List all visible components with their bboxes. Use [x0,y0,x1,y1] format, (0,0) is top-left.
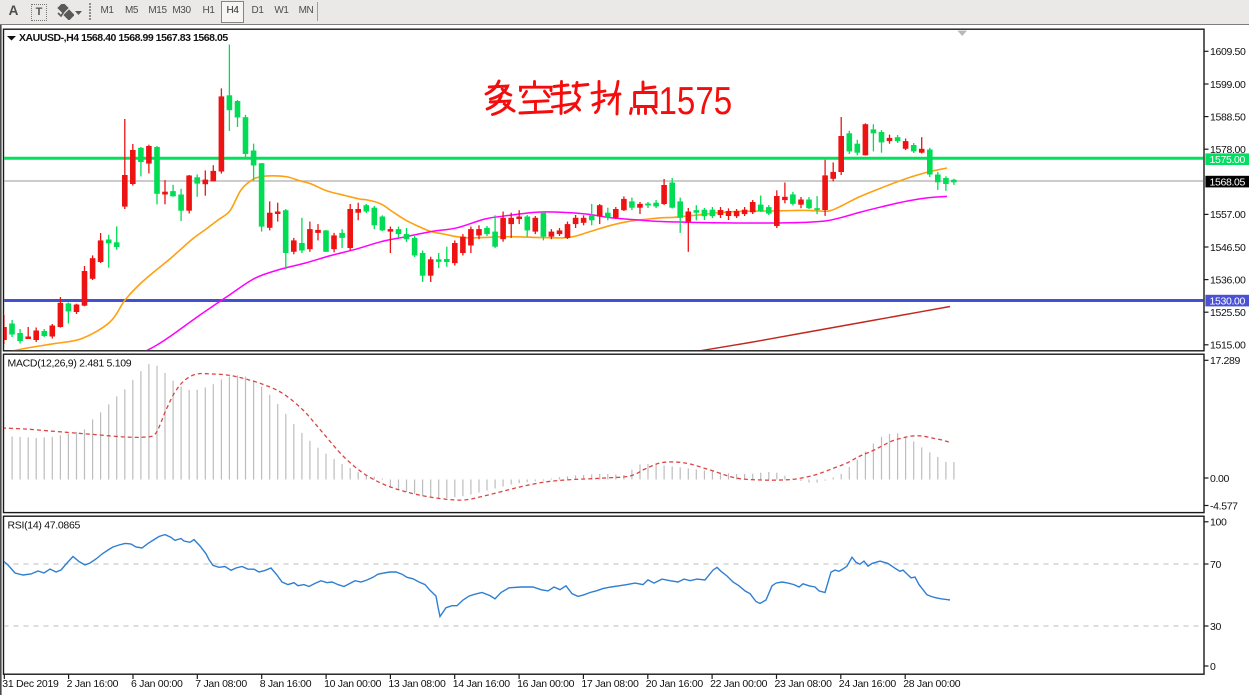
svg-text:1588.50: 1588.50 [1210,111,1246,123]
svg-text:0: 0 [1210,661,1216,673]
svg-text:14 Jan 16:00: 14 Jan 16:00 [453,678,511,690]
svg-text:2 Jan 16:00: 2 Jan 16:00 [67,678,119,690]
svg-text:6 Jan 00:00: 6 Jan 00:00 [131,678,183,690]
svg-text:23 Jan 08:00: 23 Jan 08:00 [775,678,833,690]
svg-text:1578.00: 1578.00 [1210,144,1246,156]
svg-text:20 Jan 16:00: 20 Jan 16:00 [646,678,704,690]
svg-text:17 Jan 08:00: 17 Jan 08:00 [581,678,639,690]
svg-text:8 Jan 16:00: 8 Jan 16:00 [260,678,312,690]
svg-text:MACD(12,26,9) 2.481 5.109: MACD(12,26,9) 2.481 5.109 [8,358,132,370]
svg-text:30: 30 [1210,621,1221,633]
svg-text:-4.577: -4.577 [1210,500,1238,512]
svg-text:1568.05: 1568.05 [1210,177,1246,189]
svg-text:1575: 1575 [659,78,733,122]
svg-text:28 Jan 00:00: 28 Jan 00:00 [903,678,961,690]
svg-text:1515.00: 1515.00 [1210,340,1246,352]
svg-text:1525.50: 1525.50 [1210,307,1246,319]
svg-text:1599.00: 1599.00 [1210,79,1246,91]
svg-text:1557.00: 1557.00 [1210,209,1246,221]
svg-text:17.289: 17.289 [1210,355,1241,367]
svg-text:10 Jan 00:00: 10 Jan 00:00 [324,678,382,690]
svg-text:1546.50: 1546.50 [1210,242,1246,254]
svg-text:XAUUSD-,H4 1568.40 1568.99 15: XAUUSD-,H4 1568.40 1568.99 1567.83 1568.… [19,32,228,44]
svg-text:1575.00: 1575.00 [1210,154,1246,166]
svg-text:1530.00: 1530.00 [1210,296,1246,308]
svg-text:24 Jan 16:00: 24 Jan 16:00 [839,678,897,690]
svg-text:16 Jan 00:00: 16 Jan 00:00 [517,678,575,690]
svg-text:1536.00: 1536.00 [1210,274,1246,286]
svg-text:13 Jan 08:00: 13 Jan 08:00 [388,678,446,690]
svg-text:1609.50: 1609.50 [1210,46,1246,58]
svg-text:RSI(14) 47.0865: RSI(14) 47.0865 [8,520,81,532]
svg-text:31 Dec 2019: 31 Dec 2019 [2,678,59,690]
svg-text:100: 100 [1210,517,1227,529]
svg-text:70: 70 [1210,559,1221,571]
svg-text:22 Jan 00:00: 22 Jan 00:00 [710,678,768,690]
svg-text:7 Jan 08:00: 7 Jan 08:00 [195,678,247,690]
svg-text:0.00: 0.00 [1210,473,1230,485]
